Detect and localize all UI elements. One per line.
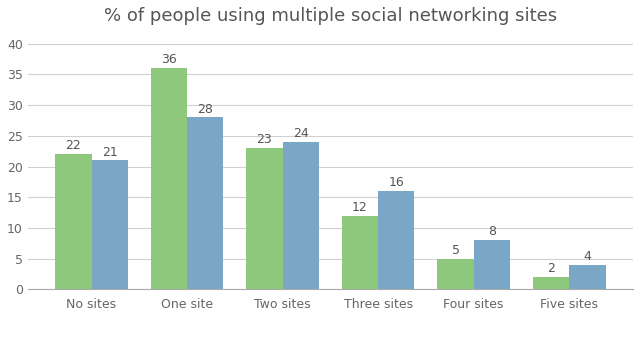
Bar [55,154,92,289]
Text: 4: 4 [584,250,591,263]
Text: 23: 23 [257,133,272,146]
Bar [342,216,378,289]
Bar [246,148,283,289]
Bar [437,259,474,289]
Legend: 2014, 2015: 2014, 2015 [274,351,387,353]
Bar [378,191,415,289]
Bar [151,68,187,289]
Text: 16: 16 [388,176,404,189]
Text: 8: 8 [488,226,496,239]
Bar [474,240,510,289]
Bar [283,142,319,289]
Text: 36: 36 [161,54,177,66]
Text: 2: 2 [547,262,555,275]
Bar [569,265,605,289]
Text: 28: 28 [197,103,213,116]
Text: 24: 24 [293,127,308,140]
Bar [533,277,569,289]
Text: 12: 12 [352,201,368,214]
Text: 22: 22 [65,139,81,152]
Text: 21: 21 [102,146,118,158]
Title: % of people using multiple social networking sites: % of people using multiple social networ… [104,7,557,25]
Bar [187,118,223,289]
Text: 5: 5 [452,244,460,257]
Bar [92,161,128,289]
